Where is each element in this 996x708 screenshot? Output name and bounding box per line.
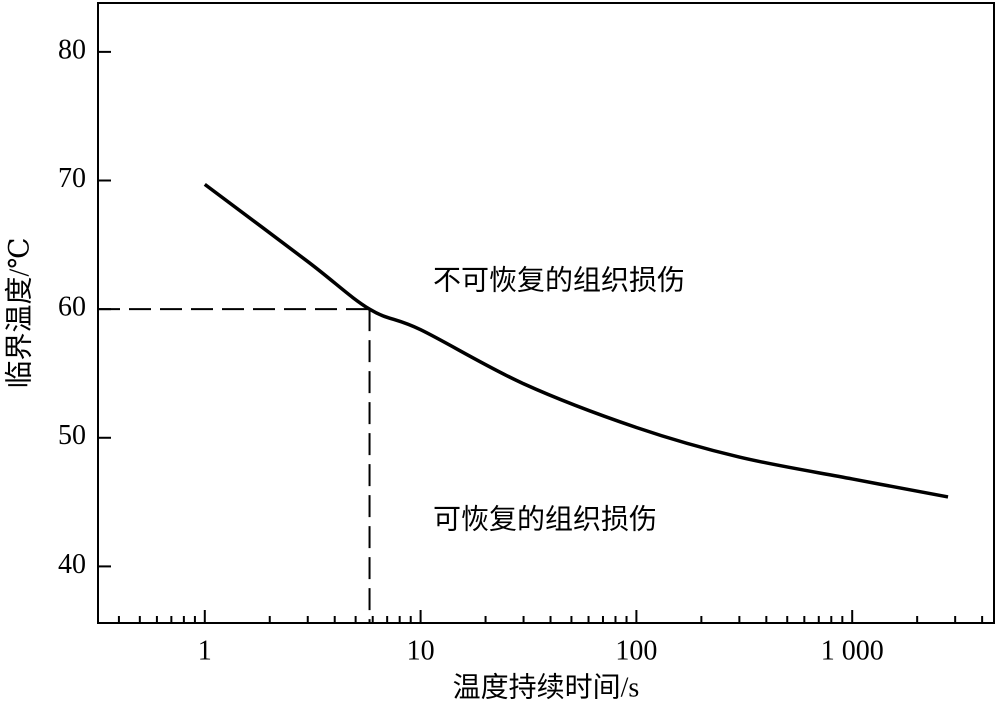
y-tick-label: 50 xyxy=(58,420,86,451)
plot-frame xyxy=(97,2,995,624)
annotation: 可恢复的组织损伤 xyxy=(433,503,657,535)
x-tick-label: 10 xyxy=(407,635,435,666)
annotation: 不可恢复的组织损伤 xyxy=(433,264,685,296)
y-tick-label: 70 xyxy=(58,163,86,194)
y-tick-label: 60 xyxy=(58,292,86,323)
x-tick-label: 100 xyxy=(615,635,657,666)
x-tick-label: 1 xyxy=(198,635,212,666)
x-axis-label: 温度持续时间/s xyxy=(453,671,640,703)
y-tick-label: 40 xyxy=(58,549,86,580)
x-tick-label: 1 000 xyxy=(821,635,884,666)
y-axis-label: 临界温度/℃ xyxy=(3,237,35,388)
y-tick-label: 80 xyxy=(58,34,86,65)
curve xyxy=(203,182,949,499)
